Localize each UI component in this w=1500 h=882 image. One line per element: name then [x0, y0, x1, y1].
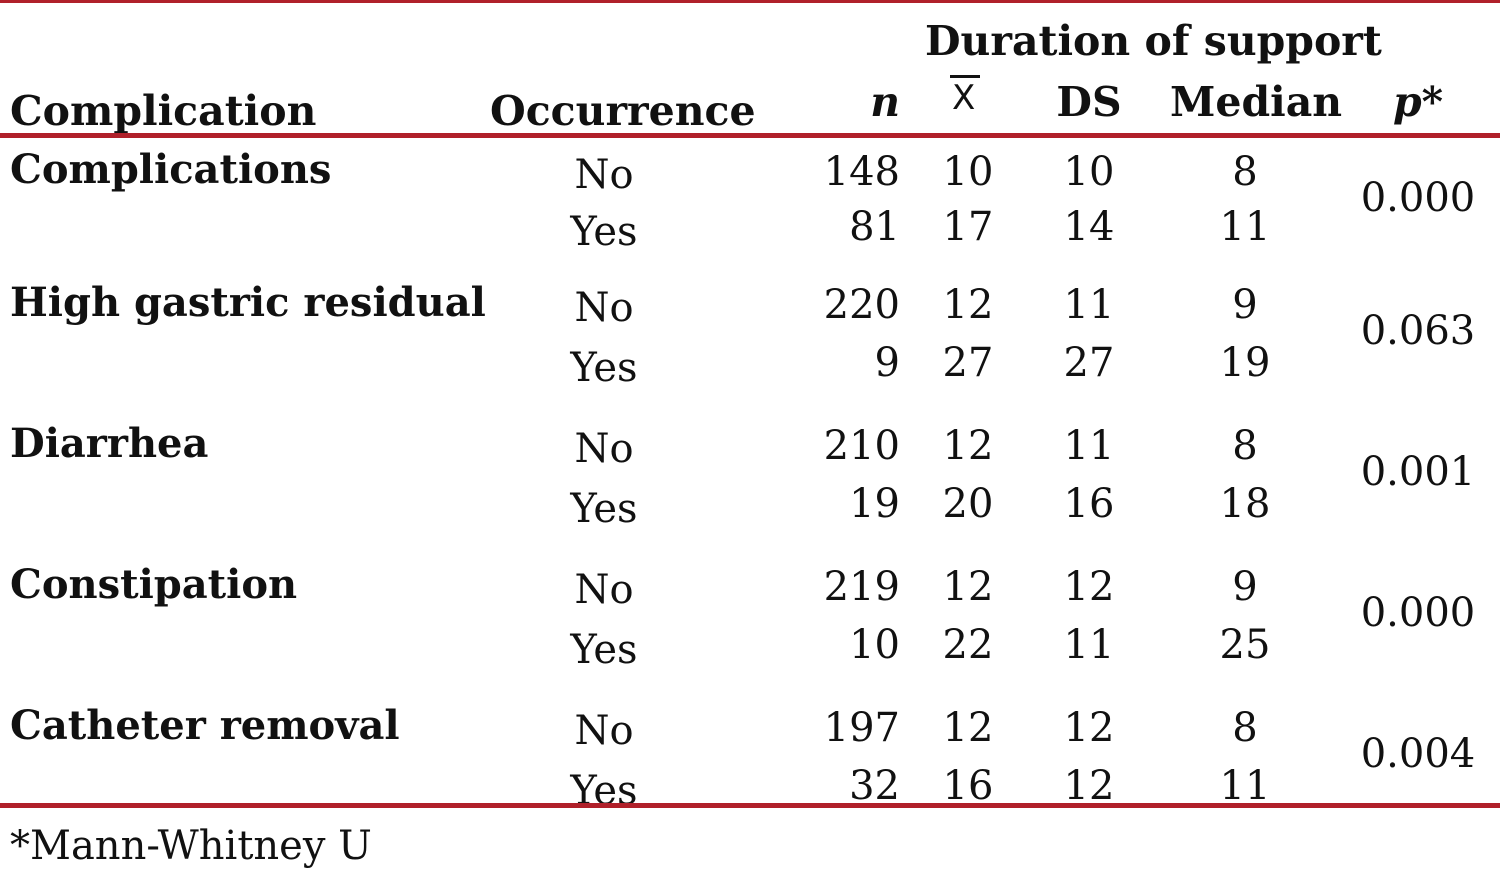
median-cell: 9 [1232, 564, 1258, 610]
median-cell: 8 [1232, 423, 1258, 469]
ds-cell: 14 [1063, 204, 1115, 250]
mean-cell: 10 [942, 149, 994, 195]
occurrence-header: Occurrence [490, 87, 756, 135]
occurrence-no: No [574, 708, 634, 754]
mean-header: X [950, 75, 980, 115]
complication-label: Catheter removal [10, 702, 400, 749]
complication-label: Complications [10, 146, 332, 193]
p-value-cell: 0.000 [1360, 175, 1476, 221]
median-cell: 11 [1219, 204, 1271, 250]
occurrence-yes: Yes [570, 345, 638, 391]
complication-label: High gastric residual [10, 279, 486, 326]
ds-cell: 11 [1063, 282, 1115, 328]
header-rule [0, 133, 1500, 138]
ds-header: DS [1056, 78, 1122, 126]
occurrence-yes: Yes [570, 486, 638, 532]
median-cell: 8 [1232, 149, 1258, 195]
occurrence-yes: Yes [570, 627, 638, 673]
n-cell: 220 [823, 282, 900, 328]
mean-cell: 16 [942, 763, 994, 809]
ds-cell: 12 [1063, 763, 1115, 809]
occurrence-no: No [574, 152, 634, 198]
p-value-cell: 0.063 [1360, 308, 1476, 354]
mean-cell: 22 [942, 622, 994, 668]
median-cell: 9 [1232, 282, 1258, 328]
ds-cell: 12 [1063, 564, 1115, 610]
complication-label: Constipation [10, 561, 298, 608]
duration-of-support-header: Duration of support [925, 17, 1382, 65]
occurrence-yes: Yes [570, 209, 638, 255]
footnote: *Mann-Whitney U [10, 823, 372, 869]
ds-cell: 11 [1063, 423, 1115, 469]
n-cell: 9 [874, 340, 900, 386]
median-cell: 8 [1232, 705, 1258, 751]
mean-cell: 20 [942, 481, 994, 527]
n-cell: 19 [849, 481, 900, 527]
ds-cell: 10 [1063, 149, 1115, 195]
p-value-cell: 0.000 [1360, 590, 1476, 636]
mean-cell: 27 [942, 340, 994, 386]
mean-cell: 12 [942, 282, 994, 328]
bottom-rule [0, 803, 1500, 808]
complication-header: Complication [10, 87, 317, 135]
median-cell: 18 [1219, 481, 1271, 527]
mean-cell: 12 [942, 705, 994, 751]
p-value-cell: 0.001 [1360, 449, 1476, 495]
ds-cell: 27 [1063, 340, 1115, 386]
n-cell: 210 [823, 423, 900, 469]
p-value-cell: 0.004 [1360, 731, 1476, 777]
median-cell: 19 [1219, 340, 1271, 386]
ds-cell: 16 [1063, 481, 1115, 527]
median-cell: 25 [1219, 622, 1271, 668]
occurrence-no: No [574, 285, 634, 331]
mean-cell: 12 [942, 564, 994, 610]
p-header: p* [1392, 78, 1444, 126]
n-cell: 148 [823, 149, 900, 195]
n-cell: 32 [849, 763, 900, 809]
mean-symbol: X [952, 78, 976, 118]
mean-cell: 12 [942, 423, 994, 469]
n-cell: 10 [849, 622, 900, 668]
n-cell: 197 [823, 705, 900, 751]
ds-cell: 12 [1063, 705, 1115, 751]
complication-label: Diarrhea [10, 420, 209, 467]
occurrence-no: No [574, 426, 634, 472]
top-rule [0, 0, 1500, 3]
occurrence-no: No [574, 567, 634, 613]
n-cell: 81 [849, 204, 900, 250]
mean-cell: 17 [942, 204, 994, 250]
ds-cell: 11 [1063, 622, 1115, 668]
median-header: Median [1170, 78, 1343, 126]
n-cell: 219 [823, 564, 900, 610]
median-cell: 11 [1219, 763, 1271, 809]
n-header: n [870, 78, 900, 126]
mean-overbar [950, 75, 980, 78]
